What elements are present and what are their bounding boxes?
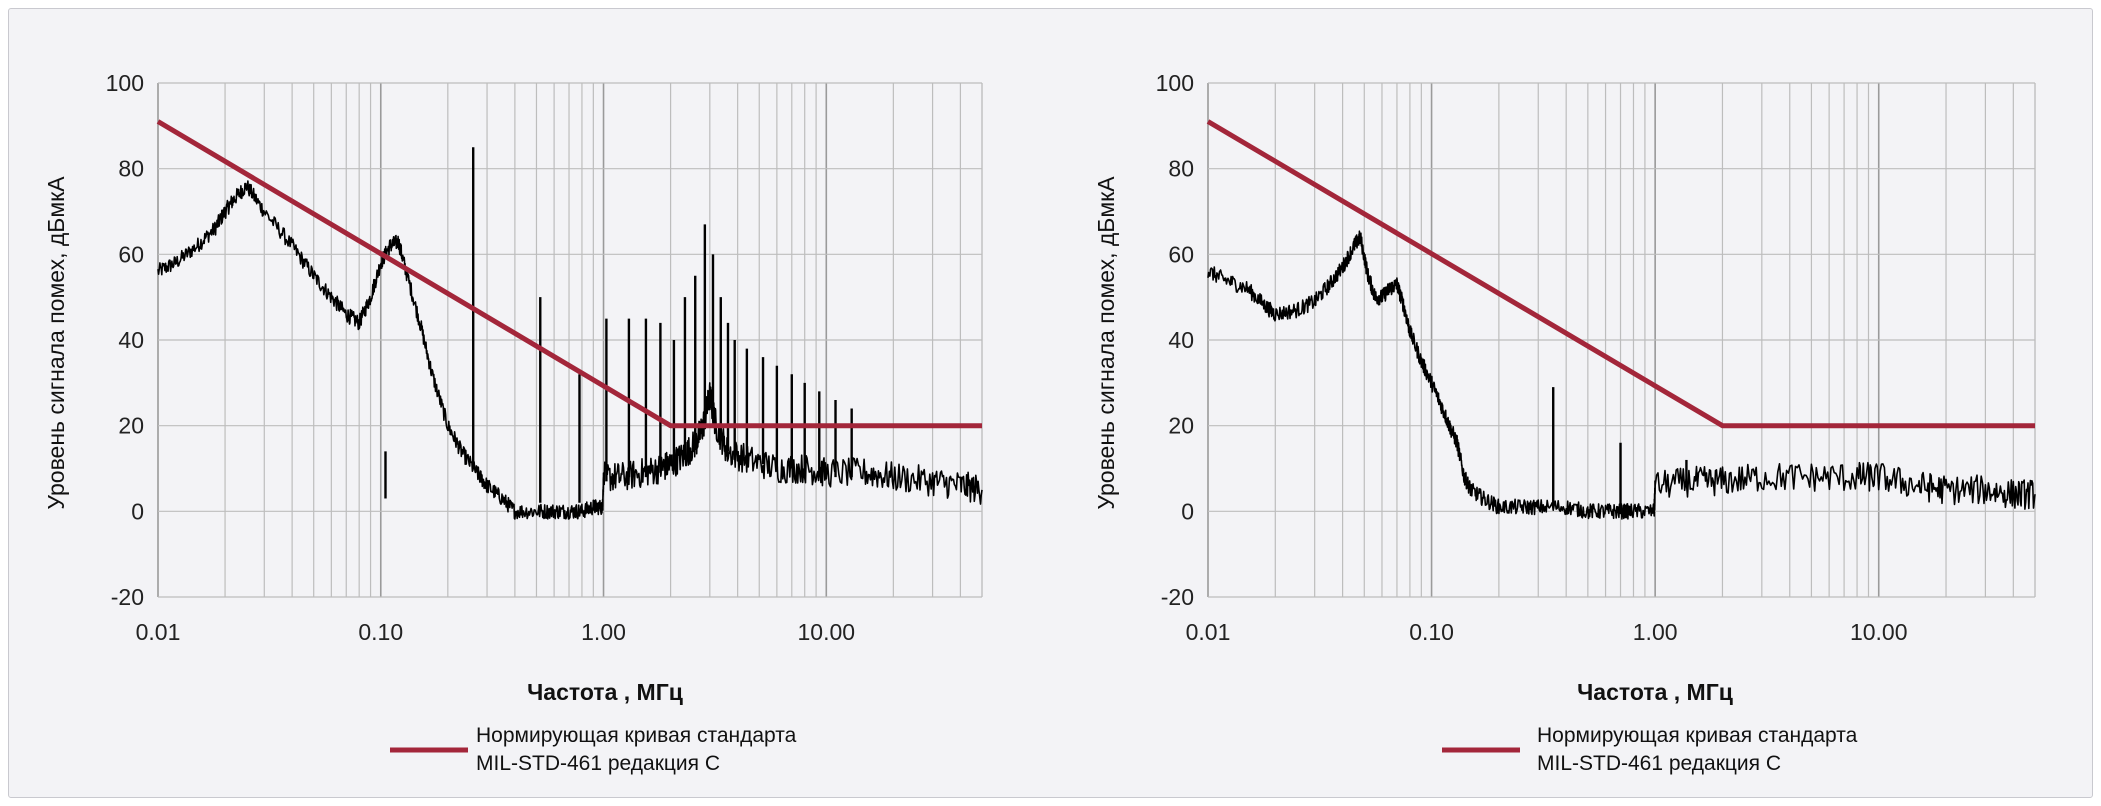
y-tick-label: 100 xyxy=(106,70,144,96)
chart-right: 100 80 60 40 20 0 -20 0.01 0.10 1.00 10.00 Уровен… xyxy=(1093,70,2036,705)
y-tick-label: 40 xyxy=(118,327,144,353)
y-tick-labels-left: 100 80 60 40 20 0 -20 xyxy=(106,70,144,610)
x-tick-label: 1.00 xyxy=(581,619,626,645)
y-tick-label: 80 xyxy=(1168,156,1194,182)
chart-left: 100 80 60 40 20 0 -20 0.01 0.10 1.00 10.00 Уровен… xyxy=(43,70,983,705)
y-tick-label: -20 xyxy=(1161,584,1194,610)
x-axis-label-left: Частота , МГц xyxy=(527,679,683,705)
y-axis-label-right: Уровень сигнала помех, дБмкА xyxy=(1093,176,1119,510)
x-tick-label: 0.10 xyxy=(1409,619,1454,645)
grid-right xyxy=(1207,82,2036,598)
standard-limit-line xyxy=(1206,119,2035,429)
legend-text-left-line2: MIL-STD-461 редакция C xyxy=(476,752,720,775)
y-tick-label: 60 xyxy=(1168,241,1194,267)
x-tick-label: 0.01 xyxy=(136,619,181,645)
x-tick-label: 0.01 xyxy=(1186,619,1231,645)
series-right xyxy=(1206,119,2036,520)
x-tick-label: 0.10 xyxy=(358,619,403,645)
y-tick-label: -20 xyxy=(111,584,144,610)
legend-text-right-line1: Нормирующая кривая стандарта xyxy=(1537,724,1858,747)
legend-right: Нормирующая кривая стандарта MIL-STD-461… xyxy=(1442,724,1858,775)
x-axis-label-right: Частота , МГц xyxy=(1577,679,1733,705)
legend-text-right-line2: MIL-STD-461 редакция C xyxy=(1537,752,1781,775)
y-tick-label: 20 xyxy=(1168,413,1194,439)
grid-left xyxy=(157,82,983,598)
y-tick-label: 0 xyxy=(1181,498,1194,524)
standard-limit-line xyxy=(156,119,982,429)
y-tick-labels-right: 100 80 60 40 20 0 -20 xyxy=(1156,70,1194,610)
x-tick-labels-left: 0.01 0.10 1.00 10.00 xyxy=(136,619,855,645)
legend-text-left-line1: Нормирующая кривая стандарта xyxy=(476,724,797,747)
x-tick-labels-right: 0.01 0.10 1.00 10.00 xyxy=(1186,619,1908,645)
y-axis-label-left: Уровень сигнала помех, дБмкА xyxy=(43,176,69,510)
y-tick-label: 80 xyxy=(118,156,144,182)
measured-series-line xyxy=(1207,230,2036,520)
x-tick-label: 1.00 xyxy=(1633,619,1678,645)
x-tick-label: 10.00 xyxy=(1850,619,1908,645)
legend-left: Нормирующая кривая стандарта MIL-STD-461… xyxy=(390,724,797,775)
y-tick-label: 40 xyxy=(1168,327,1194,353)
y-tick-label: 60 xyxy=(118,241,144,267)
measured-series-line xyxy=(157,180,983,520)
x-tick-label: 10.00 xyxy=(798,619,856,645)
y-tick-label: 0 xyxy=(131,498,144,524)
series-left xyxy=(156,119,983,520)
y-tick-label: 20 xyxy=(118,413,144,439)
y-tick-label: 100 xyxy=(1156,70,1194,96)
